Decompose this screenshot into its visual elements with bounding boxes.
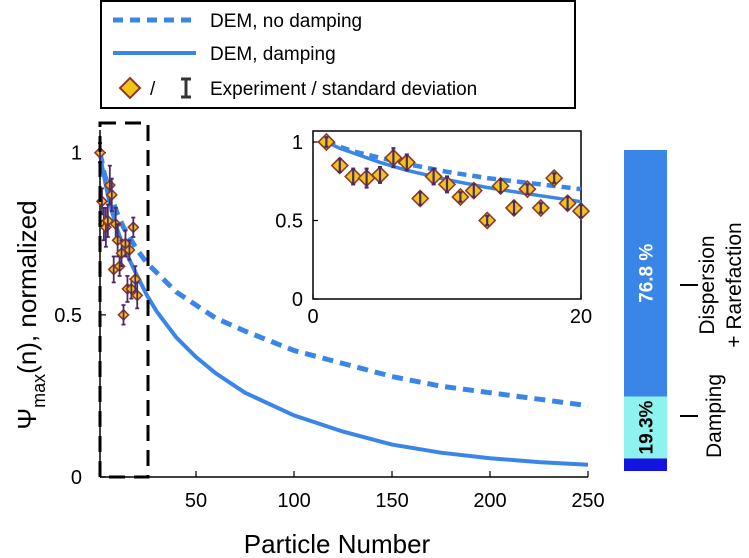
inset-y-tick-label: 0 bbox=[292, 289, 303, 311]
y-axis-label: Ψmax(n), normalized bbox=[12, 200, 49, 429]
inset-errorbar bbox=[498, 178, 503, 194]
stacked-bar-labels: Dispersion + Rarefaction Damping bbox=[680, 222, 746, 458]
inset-errorbar bbox=[391, 147, 396, 169]
inset-errorbar bbox=[538, 202, 543, 214]
inset-errorbar bbox=[378, 166, 382, 184]
inset-x-tick-label: 20 bbox=[570, 306, 592, 328]
x-tick-label: 50 bbox=[185, 490, 207, 512]
x-axis-label: Particle Number bbox=[244, 529, 431, 558]
inset-errorbar bbox=[445, 175, 449, 194]
stack-segment-damping bbox=[624, 396, 667, 459]
inset-y-tick-label: 0.5 bbox=[275, 210, 303, 232]
label-rarefaction: + Rarefaction bbox=[723, 222, 746, 348]
zoom-box bbox=[98, 121, 150, 479]
svg-text:Ψmax(n), normalized: Ψmax(n), normalized bbox=[12, 200, 49, 429]
inset-errorbar bbox=[337, 158, 342, 173]
stack-label-damping-percent: 19.3% bbox=[637, 400, 658, 454]
inset-x-tick-label: 0 bbox=[307, 306, 318, 328]
inset-plot: 0 0.5 1 0 20 bbox=[275, 130, 592, 328]
inset-errorbar bbox=[418, 191, 423, 206]
inset-errorbar bbox=[324, 136, 329, 148]
legend-label-no-damping: DEM, no damping bbox=[210, 11, 362, 32]
x-tick-label: 150 bbox=[375, 490, 408, 512]
y-tick-label: 0 bbox=[71, 467, 82, 489]
y-axis-label-psi: Ψ bbox=[12, 408, 42, 430]
inset-errorbar bbox=[351, 167, 356, 186]
stack-label-dispersion-percent: 76.8 % bbox=[637, 244, 658, 303]
stack-segment-dispersion bbox=[624, 150, 667, 397]
legend-slash: / bbox=[150, 79, 156, 100]
main-errorbar bbox=[135, 281, 140, 310]
inset-errorbar bbox=[404, 153, 409, 172]
stacked-bar: 76.8 % 19.3% bbox=[624, 150, 667, 471]
inset-errorbar bbox=[579, 203, 583, 219]
inset-errorbar bbox=[431, 167, 436, 186]
main-errorbar bbox=[121, 304, 126, 326]
inset-errorbar bbox=[552, 172, 557, 184]
inset-errorbar bbox=[458, 191, 463, 203]
y-axis-label-sub: max bbox=[29, 374, 49, 408]
inset-errorbar bbox=[364, 167, 369, 189]
inset-errorbar bbox=[525, 183, 530, 195]
inset-y-tick-label: 1 bbox=[292, 132, 303, 154]
main-errorbar bbox=[127, 239, 132, 261]
inset-errorbar bbox=[512, 200, 516, 216]
inset-frame bbox=[312, 130, 582, 300]
legend: DEM, no damping DEM, damping / Experimen… bbox=[100, 0, 576, 109]
x-tick-label: 200 bbox=[473, 490, 506, 512]
label-damping: Damping bbox=[703, 374, 726, 458]
inset-errorbar bbox=[485, 214, 490, 227]
stack-segment-remainder bbox=[624, 458, 667, 471]
legend-errorbar-icon bbox=[181, 77, 191, 99]
main-errorbar bbox=[131, 216, 136, 238]
inset-errorbar bbox=[471, 183, 476, 199]
x-tick-label: 250 bbox=[571, 490, 604, 512]
legend-label-experiment: Experiment / standard deviation bbox=[210, 79, 477, 100]
legend-label-damping: DEM, damping bbox=[210, 44, 336, 65]
y-tick-label: 1 bbox=[71, 143, 82, 165]
y-axis-label-rest: (n), normalized bbox=[12, 200, 42, 373]
legend-diamond-marker bbox=[118, 76, 142, 100]
main-errorbar bbox=[109, 177, 114, 212]
main-errorbar bbox=[111, 255, 116, 284]
inset-errorbar bbox=[565, 195, 570, 211]
label-dispersion: Dispersion bbox=[696, 235, 719, 334]
y-tick-label: 0.5 bbox=[54, 305, 82, 327]
x-tick-label: 100 bbox=[277, 490, 310, 512]
